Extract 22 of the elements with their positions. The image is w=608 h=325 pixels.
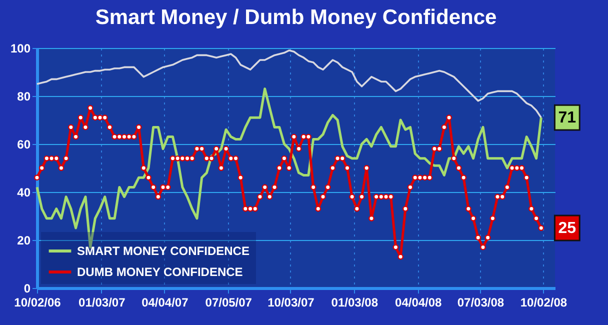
y-tick-label: 20	[17, 234, 31, 248]
line-series	[36, 88, 542, 248]
y-tick-label: 100	[10, 42, 31, 56]
y-tick-label: 40	[17, 186, 31, 200]
x-tick-label: 10/03/07	[268, 296, 315, 310]
x-tick-label: 04/04/08	[395, 296, 442, 310]
x-tick-label: 07/03/08	[457, 296, 504, 310]
x-tick-label: 10/02/06	[14, 296, 62, 310]
x-tick-label: 10/02/08	[520, 296, 568, 310]
x-tick-label: 07/05/07	[205, 296, 252, 310]
x-tick-label: 01/03/08	[331, 296, 378, 310]
y-tick-label: 60	[17, 138, 31, 152]
x-tick-label: 01/03/07	[78, 296, 126, 310]
chart-title: Smart Money / Dumb Money Confidence	[95, 6, 497, 29]
line-series	[36, 50, 542, 118]
legend-label: SMART MONEY CONFIDENCE	[77, 244, 250, 258]
y-tick-label: 80	[17, 90, 31, 104]
x-tick-label: 04/04/07	[142, 296, 189, 310]
data-label: 71	[558, 110, 576, 127]
legend-label: DUMB MONEY CONFIDENCE	[77, 265, 243, 279]
data-label: 25	[558, 220, 576, 237]
y-tick-label: 0	[24, 282, 31, 296]
